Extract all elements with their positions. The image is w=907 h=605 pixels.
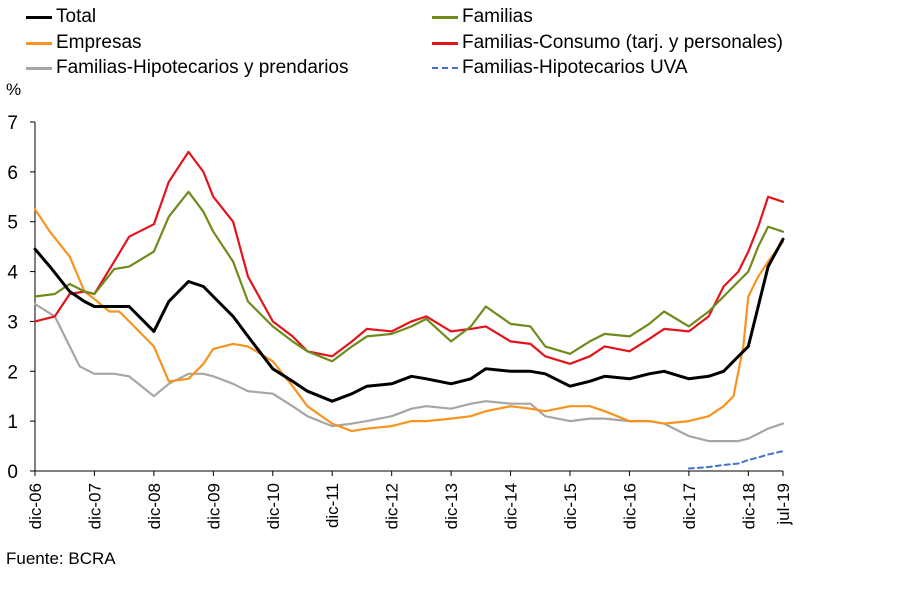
x-tick-label: dic-10 bbox=[264, 483, 283, 529]
legend-label: Familias bbox=[462, 6, 533, 27]
y-tick-label: 0 bbox=[7, 462, 18, 483]
x-tick-label: dic-07 bbox=[85, 483, 104, 529]
axes bbox=[34, 122, 783, 472]
x-tick-label: dic-18 bbox=[739, 483, 758, 529]
x-tick-label: dic-17 bbox=[680, 483, 699, 529]
legend-item-uva: Familias-Hipotecarios UVA bbox=[432, 56, 688, 80]
series-line-5 bbox=[687, 450, 784, 470]
x-tick-label: dic-08 bbox=[145, 483, 164, 529]
series-line-1 bbox=[33, 190, 785, 363]
legend-swatch-empresas bbox=[26, 41, 52, 45]
x-tick-label: dic-09 bbox=[204, 483, 223, 529]
legend-item-hipotecarios: Familias-Hipotecarios y prendarios bbox=[26, 56, 349, 80]
legend-label: Familias-Hipotecarios y prendarios bbox=[56, 57, 349, 78]
legend: Total Empresas Familias-Hipotecarios y p… bbox=[0, 0, 907, 90]
y-tick-label: 5 bbox=[7, 213, 18, 234]
legend-label: Familias-Consumo (tarj. y personales) bbox=[462, 32, 783, 53]
x-tick-label: dic-06 bbox=[26, 483, 45, 529]
series-lines bbox=[33, 150, 785, 470]
x-tick-label: dic-14 bbox=[502, 483, 521, 529]
legend-item-familias: Familias bbox=[432, 5, 533, 29]
y-tick-label: 6 bbox=[7, 163, 18, 184]
x-tick-label: dic-11 bbox=[323, 483, 342, 528]
legend-item-empresas: Empresas bbox=[26, 31, 142, 55]
y-tick-label: 3 bbox=[7, 312, 18, 333]
series-line-3 bbox=[33, 150, 785, 365]
legend-swatch-uva bbox=[432, 67, 458, 69]
y-axis-ticks: 0 1 2 3 4 5 6 7 bbox=[7, 113, 35, 483]
legend-label: Familias-Hipotecarios UVA bbox=[462, 57, 688, 78]
series-line-4 bbox=[33, 302, 785, 443]
legend-swatch-consumo bbox=[432, 41, 458, 45]
x-tick-label: dic-15 bbox=[561, 483, 580, 529]
series-line-2 bbox=[33, 208, 785, 433]
legend-swatch-familias bbox=[432, 15, 458, 19]
x-tick-labels: dic-06 dic-07 dic-08 dic-09 dic-10 dic-11 dic-… bbox=[26, 471, 793, 529]
legend-swatch-hipotecarios bbox=[26, 66, 52, 70]
legend-item-total: Total bbox=[26, 5, 96, 29]
x-tick-label: jul-19 bbox=[774, 483, 793, 526]
legend-swatch-total bbox=[26, 15, 52, 19]
y-tick-label: 7 bbox=[7, 113, 18, 134]
source-note: Fuente: BCRA bbox=[6, 549, 116, 568]
y-tick-label: 2 bbox=[7, 362, 18, 383]
legend-label: Empresas bbox=[56, 32, 142, 53]
x-tick-label: dic-13 bbox=[442, 483, 461, 529]
series-line-0 bbox=[33, 237, 785, 403]
y-tick-label: 1 bbox=[7, 412, 18, 433]
legend-item-consumo: Familias-Consumo (tarj. y personales) bbox=[432, 31, 783, 55]
y-tick-label: 4 bbox=[7, 263, 18, 284]
x-tick-label: dic-12 bbox=[383, 483, 402, 529]
x-tick-label: dic-16 bbox=[620, 483, 639, 529]
legend-label: Total bbox=[56, 6, 97, 27]
y-axis-label: % bbox=[6, 80, 22, 99]
